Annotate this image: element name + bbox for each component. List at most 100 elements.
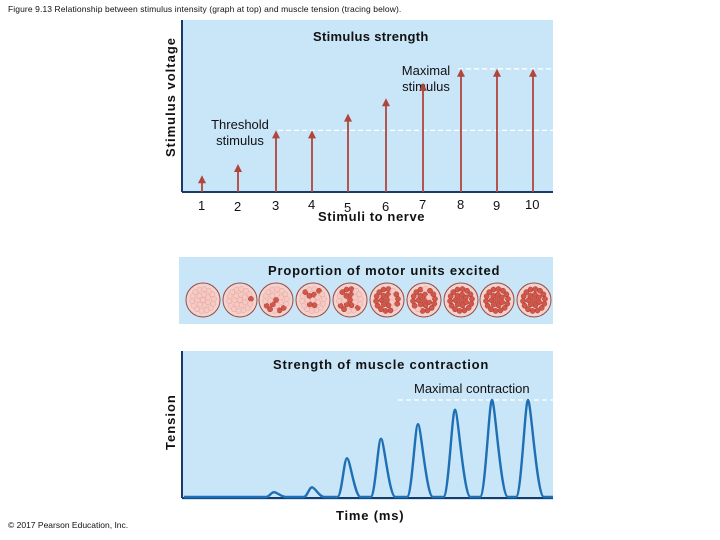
threshold-stimulus-label: Threshold stimulus — [202, 117, 278, 149]
muscle-fiber — [417, 286, 424, 293]
muscle-fiber — [314, 294, 321, 301]
muscle-fiber — [501, 305, 508, 311]
muscle-fiber — [387, 307, 394, 314]
muscle-fiber — [520, 293, 527, 300]
stimulus-panel — [182, 20, 553, 192]
muscle-fiber — [531, 297, 537, 303]
muscle-fiber — [348, 302, 355, 309]
muscle-fiber — [525, 306, 531, 313]
stimuli-to-nerve-axis-label: Stimuli to nerve — [318, 209, 426, 224]
muscle-fiber — [427, 287, 433, 294]
muscle-fiber — [336, 293, 343, 300]
stimulus-tick-9: 9 — [493, 198, 501, 213]
muscle-fiber — [310, 297, 316, 303]
muscle-fiber — [376, 289, 383, 295]
muscle-fiber — [243, 287, 249, 294]
muscle-fiber — [452, 306, 458, 313]
muscle-fiber — [226, 298, 232, 304]
muscle-fiber — [238, 302, 245, 309]
muscle-fiber — [351, 294, 358, 301]
stimulus-arrowhead-8 — [457, 68, 465, 77]
muscle-fiber — [497, 307, 504, 314]
muscle-fiber — [494, 297, 500, 303]
muscle-fiber — [304, 306, 310, 313]
muscle-fiber — [262, 298, 268, 304]
muscle-fiber — [233, 286, 240, 293]
muscle-fiber — [447, 298, 453, 304]
muscle-fiber — [299, 293, 306, 300]
muscle-fiber — [226, 293, 233, 300]
stimulus-arrowhead-7 — [419, 82, 427, 91]
muscle-fiber — [248, 296, 254, 302]
muscle-fiber — [320, 300, 327, 307]
muscle-fiber — [532, 291, 538, 298]
muscle-fiber — [348, 291, 354, 298]
muscle-fiber — [461, 307, 468, 314]
muscle-fiber — [380, 286, 387, 293]
muscle-fiber — [302, 289, 309, 295]
motor-units-title: Proportion of motor units excited — [268, 263, 501, 278]
muscle-fiber — [527, 286, 534, 293]
muscle-fiber — [388, 294, 395, 301]
muscle-fiber — [458, 297, 464, 303]
stimulus-arrowhead-4 — [308, 130, 316, 139]
muscle-fiber — [385, 302, 392, 309]
muscle-fiber — [413, 289, 420, 295]
muscle-fiber — [267, 306, 273, 313]
muscle-fiber — [207, 305, 214, 311]
maximal-contraction-label: Maximal contraction — [414, 381, 530, 396]
muscle-fiber — [311, 291, 317, 298]
muscle-fiber — [535, 294, 542, 301]
muscle-fiber — [317, 305, 324, 311]
muscle-fiber — [201, 302, 208, 309]
muscle-fiber — [350, 307, 357, 314]
muscle-fiber — [410, 293, 417, 300]
stimulus-tick-6: 6 — [382, 199, 390, 214]
muscle-fiber — [534, 307, 541, 314]
threshold-stimulus-label-line2: stimulus — [216, 133, 264, 148]
copyright-notice: © 2017 Pearson Education, Inc. — [8, 520, 129, 530]
muscle-fiber — [240, 307, 247, 314]
muscle-fiber — [201, 291, 207, 298]
muscle-fiber — [211, 296, 217, 302]
muscle-fiber — [280, 305, 287, 311]
muscle-fiber — [410, 298, 416, 304]
muscle-fiber — [273, 297, 279, 303]
tension-panel — [182, 351, 553, 500]
muscle-fiber — [542, 296, 548, 302]
muscle-fiber — [347, 297, 353, 303]
muscle-fiber — [343, 286, 350, 293]
stimulus-arrowhead-5 — [344, 113, 352, 122]
muscle-fiber — [283, 300, 290, 307]
muscle-fiber — [247, 300, 254, 307]
tension-trace — [184, 398, 553, 499]
muscle-fiber — [483, 298, 489, 304]
figure-caption: Figure 9.13 Relationship between stimulu… — [8, 4, 402, 14]
muscle-fiber — [469, 296, 475, 302]
maximal-stimulus-label-line1: Maximal — [401, 63, 451, 78]
muscle-fiber — [284, 296, 290, 302]
stimulus-arrowhead-2 — [234, 164, 242, 172]
muscle-fiber — [465, 305, 472, 311]
muscle-fiber — [447, 293, 454, 300]
muscle-fiber — [274, 291, 280, 298]
muscle-fiber — [520, 298, 526, 304]
muscle-fiber — [385, 291, 391, 298]
muscle-fiber — [353, 287, 359, 294]
muscle-fiber — [339, 289, 346, 295]
muscle-fiber — [204, 294, 211, 301]
muscle-fiber — [422, 291, 428, 298]
muscle-fiber — [231, 306, 237, 313]
muscle-fiber — [468, 300, 475, 307]
muscle-fiber — [189, 298, 195, 304]
muscle-fiber — [196, 286, 203, 293]
muscle-fiber — [311, 302, 318, 309]
muscle-fiber — [490, 286, 497, 293]
muscle-fiber — [488, 306, 494, 313]
muscle-fiber — [390, 287, 396, 294]
threshold-stimulus-label-line1: Threshold — [211, 117, 269, 132]
muscle-fiber — [541, 300, 548, 307]
muscle-fiber — [450, 289, 457, 295]
muscle-fiber — [459, 302, 466, 309]
muscle-fiber — [358, 296, 364, 302]
